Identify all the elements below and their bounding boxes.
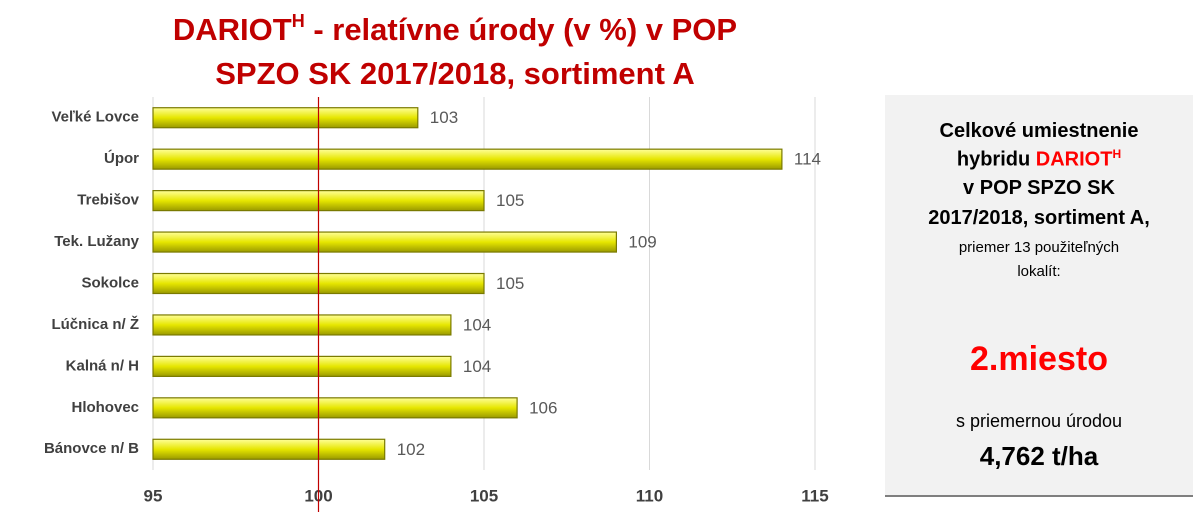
panel-text: v POP SPZO SK [963,177,1115,199]
y-tick-label: Sokolce [81,274,139,291]
value-label: 104 [463,357,491,376]
title-part: - relatívne úrody (v %) v POP [305,12,737,47]
y-tick-label: Tek. Lužany [54,233,139,250]
panel-text: lokalít: [1017,263,1061,280]
title-sup: H [292,11,305,31]
bar [152,231,617,253]
panel-text: H [1112,147,1122,161]
y-tick-label: Lúčnica n/ Ž [51,315,139,333]
panel-text: 2017/2018, sortiment A, [928,207,1150,229]
y-tick-label: Veľké Lovce [51,109,139,126]
x-tick-label: 105 [470,486,498,505]
value-label: 103 [430,108,458,127]
bar [152,314,452,336]
value-label: 106 [529,398,557,417]
panel-text: s priemernou úrodou [955,411,1123,431]
summary-panel: Celkové umiestnenie hybridu DARIOTH v PO… [885,95,1193,497]
y-tick-label: Trebišov [77,192,139,209]
x-tick-label: 95 [144,486,163,505]
bar [152,438,386,460]
x-tick-label: 110 [636,486,663,505]
bar [152,355,452,377]
chart: DARIOTH - relatívne úrody (v %) v POP SP… [44,11,829,512]
x-tick-label: 115 [801,486,828,505]
chart-title: SPZO SK 2017/2018, sortiment A [215,56,695,91]
panel-text: hybridu DARIOTH [885,147,1193,172]
panel-text: Celkové umiestnenie [939,120,1139,142]
panel-yield: 4,762 t/ha [979,441,1099,471]
value-label: 114 [794,150,821,169]
y-tick-label: Bánovce n/ B [44,440,139,457]
value-label: 105 [496,274,524,293]
value-label: 105 [496,191,524,210]
y-tick-label: Hlohovec [71,399,139,416]
bar [152,397,518,419]
y-tick-label: Úpor [104,149,139,167]
panel-text: hybridu [956,148,1036,171]
bar [152,148,783,170]
value-label: 102 [397,440,425,459]
y-tick-label: Kalná n/ H [66,357,139,374]
bar [152,107,419,129]
chart-title: DARIOTH - relatívne úrody (v %) v POP [173,11,737,47]
panel-rank: 2.miesto [970,340,1108,378]
value-label: 104 [463,315,491,334]
panel-text: DARIOT [1035,148,1113,171]
title-part: DARIOT [173,12,292,47]
value-label: 109 [628,233,656,252]
panel-text: priemer 13 použiteľných [958,239,1120,256]
